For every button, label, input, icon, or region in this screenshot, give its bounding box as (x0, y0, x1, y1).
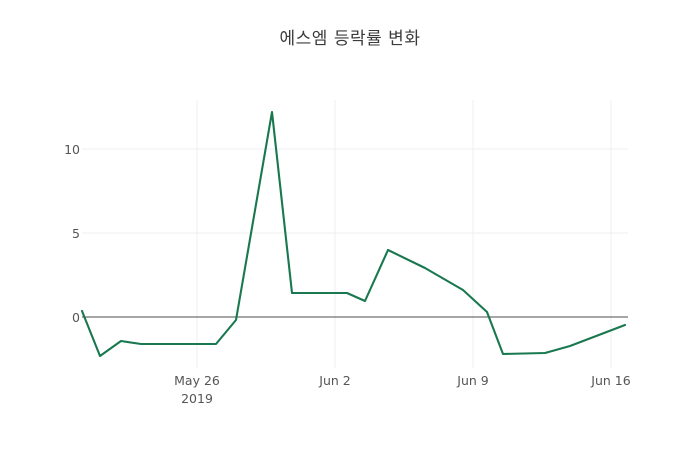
ytick-label-5: 5 (72, 226, 80, 241)
ytick-label-10: 10 (64, 142, 80, 157)
xtick-sublabel-year: 2019 (181, 391, 213, 406)
ytick-label-0: 0 (72, 310, 80, 325)
xtick-label-may-26: May 26 (174, 373, 220, 388)
y-axis-tick-labels: 10 5 0 (64, 142, 80, 325)
data-series-line (80, 110, 627, 358)
xtick-label-jun-2: Jun 2 (318, 373, 350, 388)
chart-title: 에스엠 등락률 변화 (279, 29, 421, 49)
xtick-label-jun-9: Jun 9 (456, 373, 489, 388)
horizontal-gridlines (82, 148, 628, 234)
x-axis-tick-labels: May 26 2019 Jun 2 Jun 9 Jun 16 (174, 373, 631, 406)
vertical-gridlines (196, 100, 612, 368)
xtick-label-jun-16: Jun 16 (590, 373, 630, 388)
